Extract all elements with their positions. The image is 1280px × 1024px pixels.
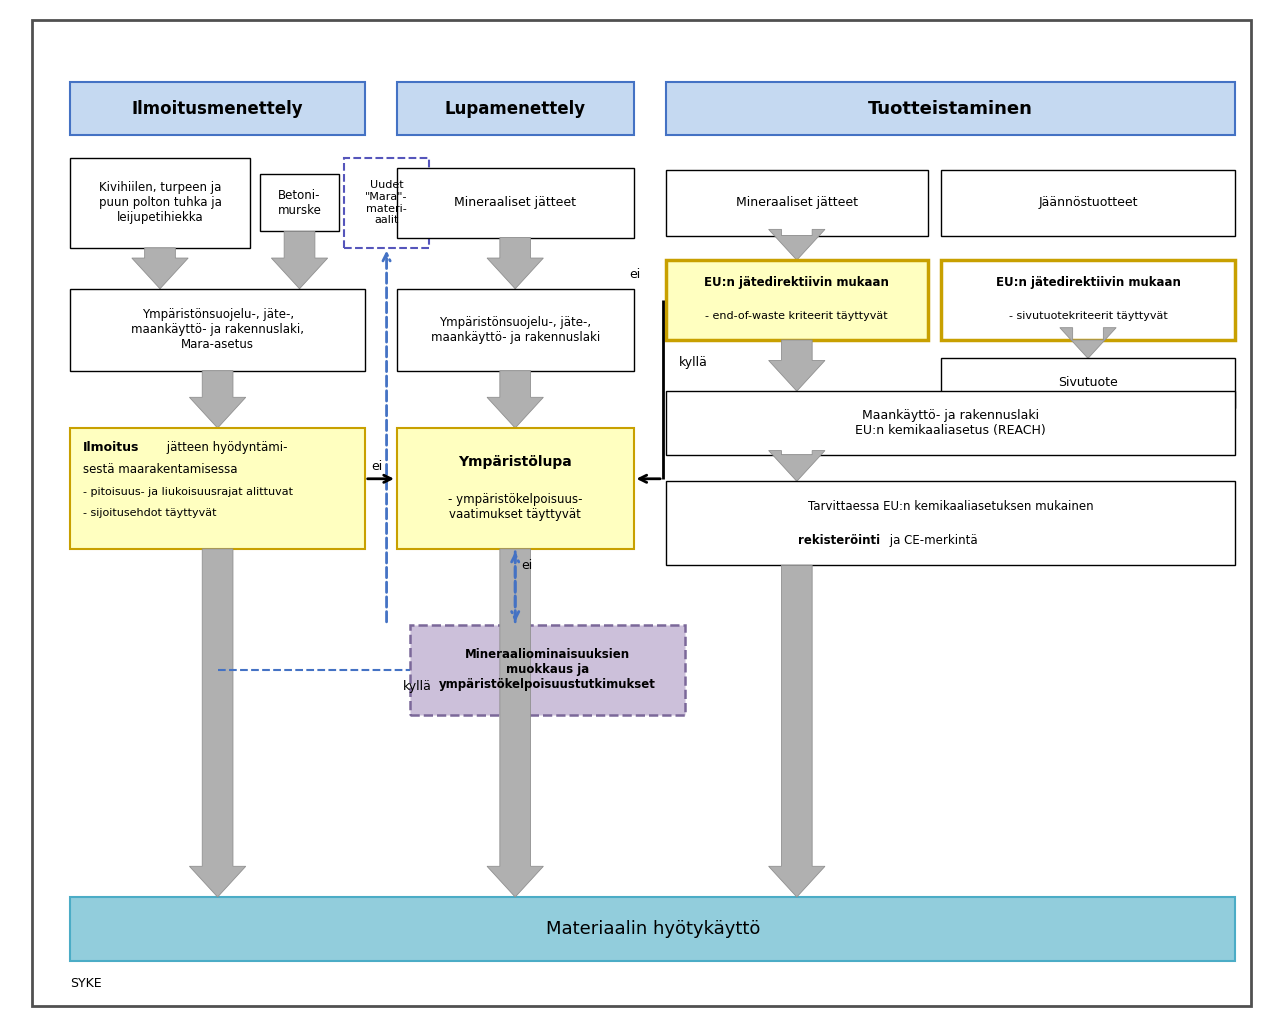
Bar <box>941 170 1235 236</box>
Text: Ympäristönsuojelu-, jäte-,
maankäyttö- ja rakennuslaki: Ympäristönsuojelu-, jäte-, maankäyttö- j… <box>430 315 600 344</box>
Text: - end-of-waste kriteerit täyttyvät: - end-of-waste kriteerit täyttyvät <box>705 311 888 321</box>
Polygon shape <box>271 231 328 289</box>
Text: EU:n jätedirektiivin mukaan: EU:n jätedirektiivin mukaan <box>704 275 890 289</box>
Text: Tarvittaessa EU:n kemikaaliasetuksen mukainen: Tarvittaessa EU:n kemikaaliasetuksen muk… <box>808 500 1093 513</box>
Text: - ympäristökelpoisuus-
vaatimukset täyttyvät: - ympäristökelpoisuus- vaatimukset täytt… <box>448 493 582 520</box>
Polygon shape <box>769 451 826 481</box>
Text: Mineraaliominaisuuksien
muokkaus ja
ympäristökelpoisuustutkimukset: Mineraaliominaisuuksien muokkaus ja ympä… <box>439 648 655 691</box>
Polygon shape <box>486 549 544 897</box>
Text: sestä maarakentamisessa: sestä maarakentamisessa <box>83 463 238 476</box>
Text: Kivihiilen, turpeen ja
puun polton tuhka ja
leijupetihiekka: Kivihiilen, turpeen ja puun polton tuhka… <box>99 181 221 224</box>
Bar <box>397 168 634 238</box>
Bar <box>70 82 365 135</box>
Text: ei: ei <box>371 460 383 473</box>
Text: kyllä: kyllä <box>678 356 708 369</box>
Bar <box>70 897 1235 961</box>
Text: Sivutuote: Sivutuote <box>1059 377 1117 389</box>
Bar <box>397 428 634 549</box>
Text: - sivutuotekriteerit täyttyvät: - sivutuotekriteerit täyttyvät <box>1009 311 1167 321</box>
Text: Mineraaliset jätteet: Mineraaliset jätteet <box>454 197 576 209</box>
Text: rekisteröinti: rekisteröinti <box>797 534 881 547</box>
Text: Ympäristönsuojelu-, jäte-,
maankäyttö- ja rakennuslaki,
Mara-asetus: Ympäristönsuojelu-, jäte-, maankäyttö- j… <box>131 308 305 351</box>
Bar <box>666 82 1235 135</box>
Text: Maankäyttö- ja rakennuslaki
EU:n kemikaaliasetus (REACH): Maankäyttö- ja rakennuslaki EU:n kemikaa… <box>855 409 1046 437</box>
Polygon shape <box>769 565 826 897</box>
Bar <box>397 82 634 135</box>
Bar <box>70 158 250 248</box>
Bar <box>70 428 365 549</box>
Text: Ympäristölupa: Ympäristölupa <box>458 455 572 469</box>
Text: Lupamenettely: Lupamenettely <box>444 99 586 118</box>
Text: Mineraaliset jätteet: Mineraaliset jätteet <box>736 197 858 209</box>
Polygon shape <box>189 371 246 428</box>
Bar <box>397 289 634 371</box>
Text: ei: ei <box>522 559 532 571</box>
Polygon shape <box>486 371 544 428</box>
Text: ja CE-merkintä: ja CE-merkintä <box>886 534 978 547</box>
Text: SYKE: SYKE <box>70 977 102 989</box>
Text: jätteen hyödyntämi-: jätteen hyödyntämi- <box>163 441 287 455</box>
Bar <box>344 158 429 248</box>
Bar <box>410 625 685 715</box>
Text: Tuotteistaminen: Tuotteistaminen <box>868 99 1033 118</box>
Text: EU:n jätedirektiivin mukaan: EU:n jätedirektiivin mukaan <box>996 275 1180 289</box>
Text: Ilmoitus: Ilmoitus <box>83 441 140 455</box>
Text: Ilmoitusmenettely: Ilmoitusmenettely <box>132 99 303 118</box>
Polygon shape <box>769 229 826 260</box>
Text: Materiaalin hyötykäyttö: Materiaalin hyötykäyttö <box>545 920 760 938</box>
Text: Betoni-
murske: Betoni- murske <box>278 188 321 217</box>
Text: Jäännöstuotteet: Jäännöstuotteet <box>1038 197 1138 209</box>
Text: kyllä: kyllä <box>403 680 433 692</box>
Polygon shape <box>769 340 826 391</box>
Polygon shape <box>1060 328 1116 358</box>
Text: - pitoisuus- ja liukoisuusrajat alittuvat: - pitoisuus- ja liukoisuusrajat alittuva… <box>83 487 293 498</box>
Text: ei: ei <box>628 268 640 281</box>
Polygon shape <box>486 238 544 289</box>
Polygon shape <box>132 248 188 289</box>
Text: - sijoitusehdot täyttyvät: - sijoitusehdot täyttyvät <box>83 508 216 518</box>
Bar <box>70 289 365 371</box>
Polygon shape <box>189 549 246 897</box>
Bar <box>666 170 928 236</box>
Bar <box>666 481 1235 565</box>
Bar <box>666 391 1235 455</box>
Bar <box>260 174 339 231</box>
Bar <box>941 260 1235 340</box>
Bar <box>666 260 928 340</box>
Bar <box>941 358 1235 408</box>
Text: Uudet
"Mara"-
materi-
aalit: Uudet "Mara"- materi- aalit <box>365 180 408 225</box>
